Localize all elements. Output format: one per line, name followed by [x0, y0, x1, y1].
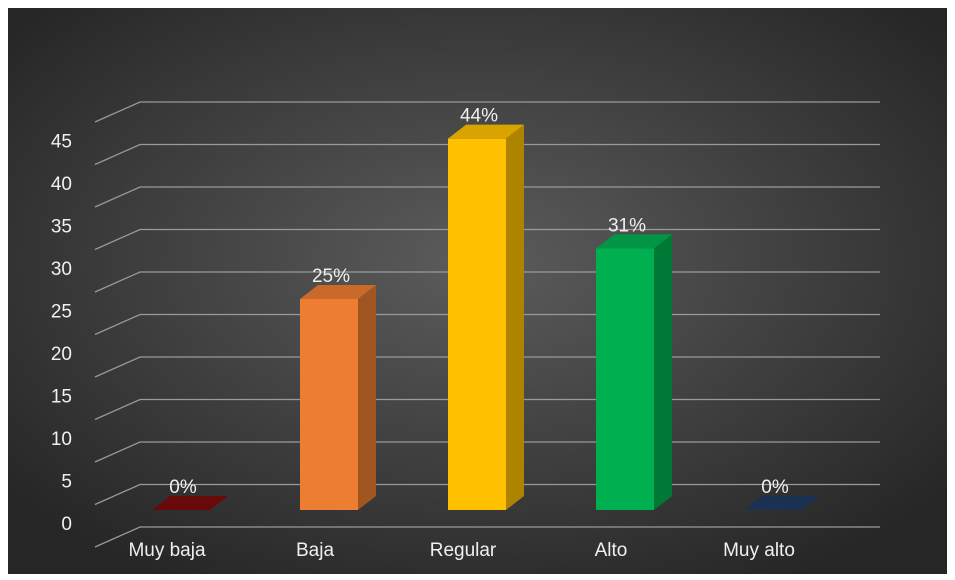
y-tick-label: 5 — [61, 472, 72, 493]
x-tick-label: Regular — [430, 540, 497, 561]
x-tick-label: Muy alto — [723, 540, 795, 561]
y-tick-label: 0 — [61, 514, 72, 535]
value-label: 44% — [460, 106, 498, 127]
value-label: 31% — [608, 215, 646, 236]
y-tick-label: 45 — [51, 132, 72, 153]
y-tick-label: 40 — [51, 174, 72, 195]
grid-line — [94, 143, 880, 166]
y-tick-label: 30 — [51, 259, 72, 280]
value-label: 25% — [312, 266, 350, 287]
bar-top — [744, 496, 820, 510]
y-tick-label: 35 — [51, 217, 72, 238]
y-tick-label: 25 — [51, 302, 72, 323]
x-tick-label: Baja — [296, 540, 334, 561]
value-label: 0% — [169, 477, 197, 498]
bar-side — [358, 285, 376, 510]
bar — [596, 248, 654, 511]
grid-line — [94, 228, 880, 251]
y-tick-label: 15 — [51, 387, 72, 408]
bar-side — [654, 234, 672, 511]
x-tick-label: Muy baja — [128, 540, 206, 561]
bar-top — [152, 496, 228, 510]
y-tick-label: 10 — [51, 429, 72, 450]
bar-top — [300, 285, 376, 299]
grid-line — [94, 101, 880, 123]
x-tick-label: Alto — [595, 540, 628, 561]
y-tick-label: 20 — [51, 344, 72, 365]
grid-line — [94, 186, 880, 208]
grid-line — [94, 526, 880, 548]
value-label: 0% — [761, 477, 789, 498]
bar-top — [448, 124, 524, 139]
bar — [448, 138, 506, 510]
bar-top — [596, 234, 672, 249]
bar — [300, 299, 358, 510]
bar-side — [506, 124, 524, 510]
